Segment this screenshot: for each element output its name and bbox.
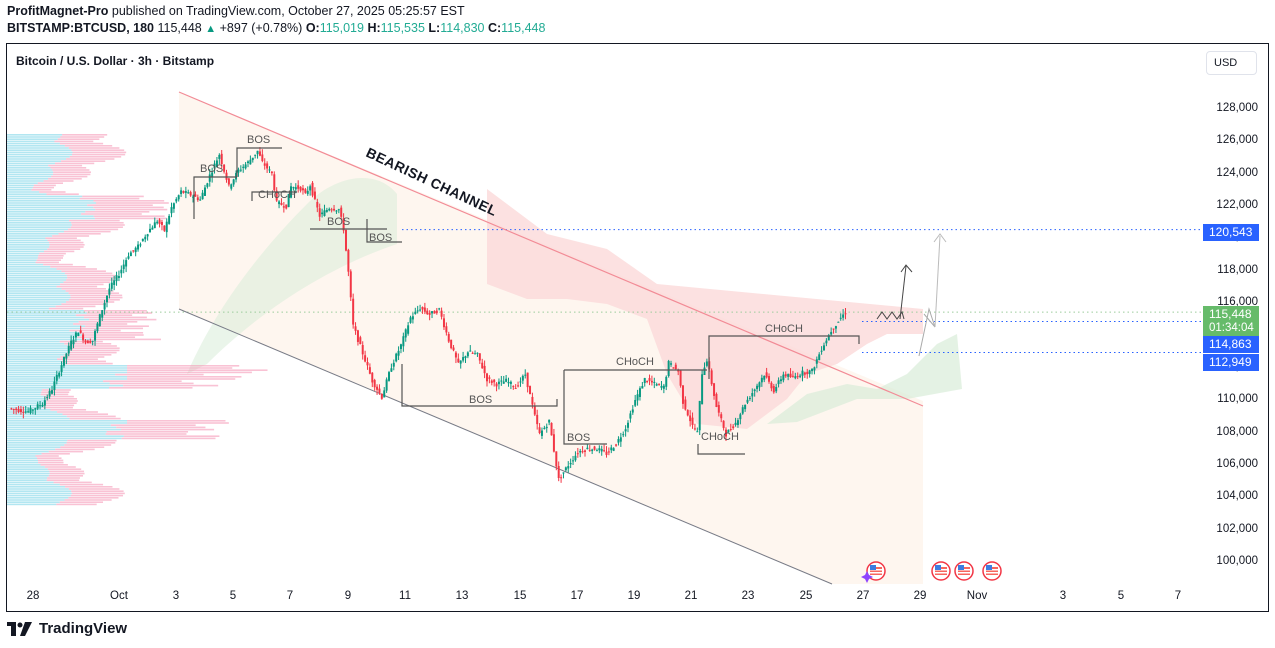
- time-tick: 19: [627, 590, 641, 602]
- time-tick: 5: [1117, 590, 1125, 602]
- price-tick: 122,000: [1216, 199, 1258, 212]
- chart-canvas[interactable]: BOSBOSCHoCHBOSBOSBOSBOSCHoCHCHoCHCHoCHBE…: [7, 44, 1269, 612]
- bos-label: BOS: [469, 394, 492, 406]
- choch-label: CHoCH: [765, 323, 803, 335]
- time-tick: 27: [856, 590, 870, 602]
- bos-label: BOS: [369, 232, 392, 244]
- time-tick: 11: [399, 590, 411, 602]
- price-tick: 110,000: [1217, 393, 1258, 406]
- bar-countdown: 01:34:04: [1209, 322, 1254, 334]
- time-tick: Oct: [110, 590, 128, 602]
- channel-lower-line: [178, 308, 833, 585]
- time-tick: 17: [570, 590, 584, 602]
- economic-events: [861, 561, 1002, 583]
- low-label: L:: [428, 21, 441, 35]
- us-flag-event-icon[interactable]: [931, 561, 951, 581]
- price-tick: 116,000: [1217, 296, 1258, 309]
- low-value: 114,830: [440, 21, 485, 35]
- us-flag-event-icon[interactable]: [982, 561, 1002, 581]
- time-tick: 7: [286, 590, 294, 602]
- time-tick: Nov: [966, 590, 988, 602]
- chart-frame[interactable]: BOS BOS CHoCH BOS BOS BOS BOS CHoCH CHoCH CHoCH BE…: [6, 43, 1269, 612]
- candles: [10, 147, 847, 483]
- volume-profile: [7, 134, 268, 506]
- time-tick: 25: [799, 590, 813, 602]
- price-tick: 102,000: [1216, 522, 1258, 535]
- tradingview-logo-icon: [7, 621, 32, 636]
- us-flag-event-icon[interactable]: [954, 561, 974, 581]
- choch-label: CHoCH: [258, 189, 296, 201]
- choch-label: CHoCH: [701, 431, 739, 443]
- publication-line: ProfitMagnet-Pro published on TradingVie…: [7, 4, 465, 18]
- last-price: 115,448: [157, 21, 202, 35]
- time-tick: 28: [26, 590, 40, 602]
- high-label: H:: [367, 21, 381, 35]
- brand-name: TradingView: [39, 620, 128, 637]
- time-tick: 23: [741, 590, 755, 602]
- price-label: 120,543: [1203, 224, 1259, 241]
- time-tick: 29: [913, 590, 927, 602]
- currency-button[interactable]: USD: [1206, 51, 1257, 75]
- price-tick: 106,000: [1216, 457, 1258, 470]
- price-label: 115,448 01:34:04: [1203, 306, 1259, 336]
- price-tick: 128,000: [1216, 102, 1258, 114]
- symbol-interval: BITSTAMP:BTCUSD, 180: [7, 21, 155, 35]
- us-flag-event-icon[interactable]: [866, 561, 886, 581]
- time-tick: 7: [1174, 590, 1182, 602]
- bos-label: BOS: [567, 432, 590, 444]
- time-tick: 15: [513, 590, 527, 602]
- time-tick: 5: [229, 590, 237, 602]
- time-tick: 21: [684, 590, 698, 602]
- chart-title: Bitcoin / U.S. Dollar · 3h · Bitstamp: [16, 54, 215, 68]
- tradingview-logo[interactable]: TradingView: [7, 620, 127, 637]
- choch-label: CHoCH: [616, 356, 654, 368]
- time-tick: 3: [1059, 590, 1067, 602]
- bos-label: BOS: [247, 134, 270, 146]
- sparkle-icon: [861, 571, 873, 583]
- close-value: 115,448: [501, 21, 546, 35]
- price-tick: 108,000: [1216, 425, 1258, 438]
- symbol-line: BITSTAMP:BTCUSD, 180 115,448 ▲ +897 (+0.…: [7, 21, 545, 35]
- price-change: +897 (+0.78%): [219, 21, 303, 35]
- price-tick: 118,000: [1217, 263, 1258, 276]
- time-tick: 13: [455, 590, 469, 602]
- open-label: O:: [305, 21, 320, 35]
- price-tick: 104,000: [1216, 490, 1258, 503]
- high-value: 115,535: [380, 21, 425, 35]
- channel-upper-line: [178, 91, 924, 407]
- time-tick: 9: [344, 590, 352, 602]
- open-value: 115,019: [319, 21, 364, 35]
- price-tick: 100,000: [1216, 555, 1258, 567]
- price-label: 114,863: [1203, 336, 1259, 353]
- market-structure: BOS BOS CHoCH BOS BOS BOS BOS CHoCH CHoCH CHoCH: [193, 134, 860, 455]
- price-label: 112,949: [1203, 354, 1259, 371]
- published-text: published on TradingView.com, October 27…: [111, 4, 465, 18]
- cloud-green-2: [767, 334, 962, 424]
- up-triangle-icon: ▲: [205, 23, 217, 35]
- price-tick: 124,000: [1216, 166, 1258, 179]
- price-tick: 126,000: [1216, 134, 1258, 147]
- author-name[interactable]: ProfitMagnet-Pro: [7, 4, 109, 18]
- close-label: C:: [487, 21, 502, 35]
- time-tick: 3: [172, 590, 180, 602]
- projection-arrows: [876, 233, 947, 357]
- bos-label: BOS: [327, 216, 350, 228]
- bos-label: BOS: [200, 163, 223, 175]
